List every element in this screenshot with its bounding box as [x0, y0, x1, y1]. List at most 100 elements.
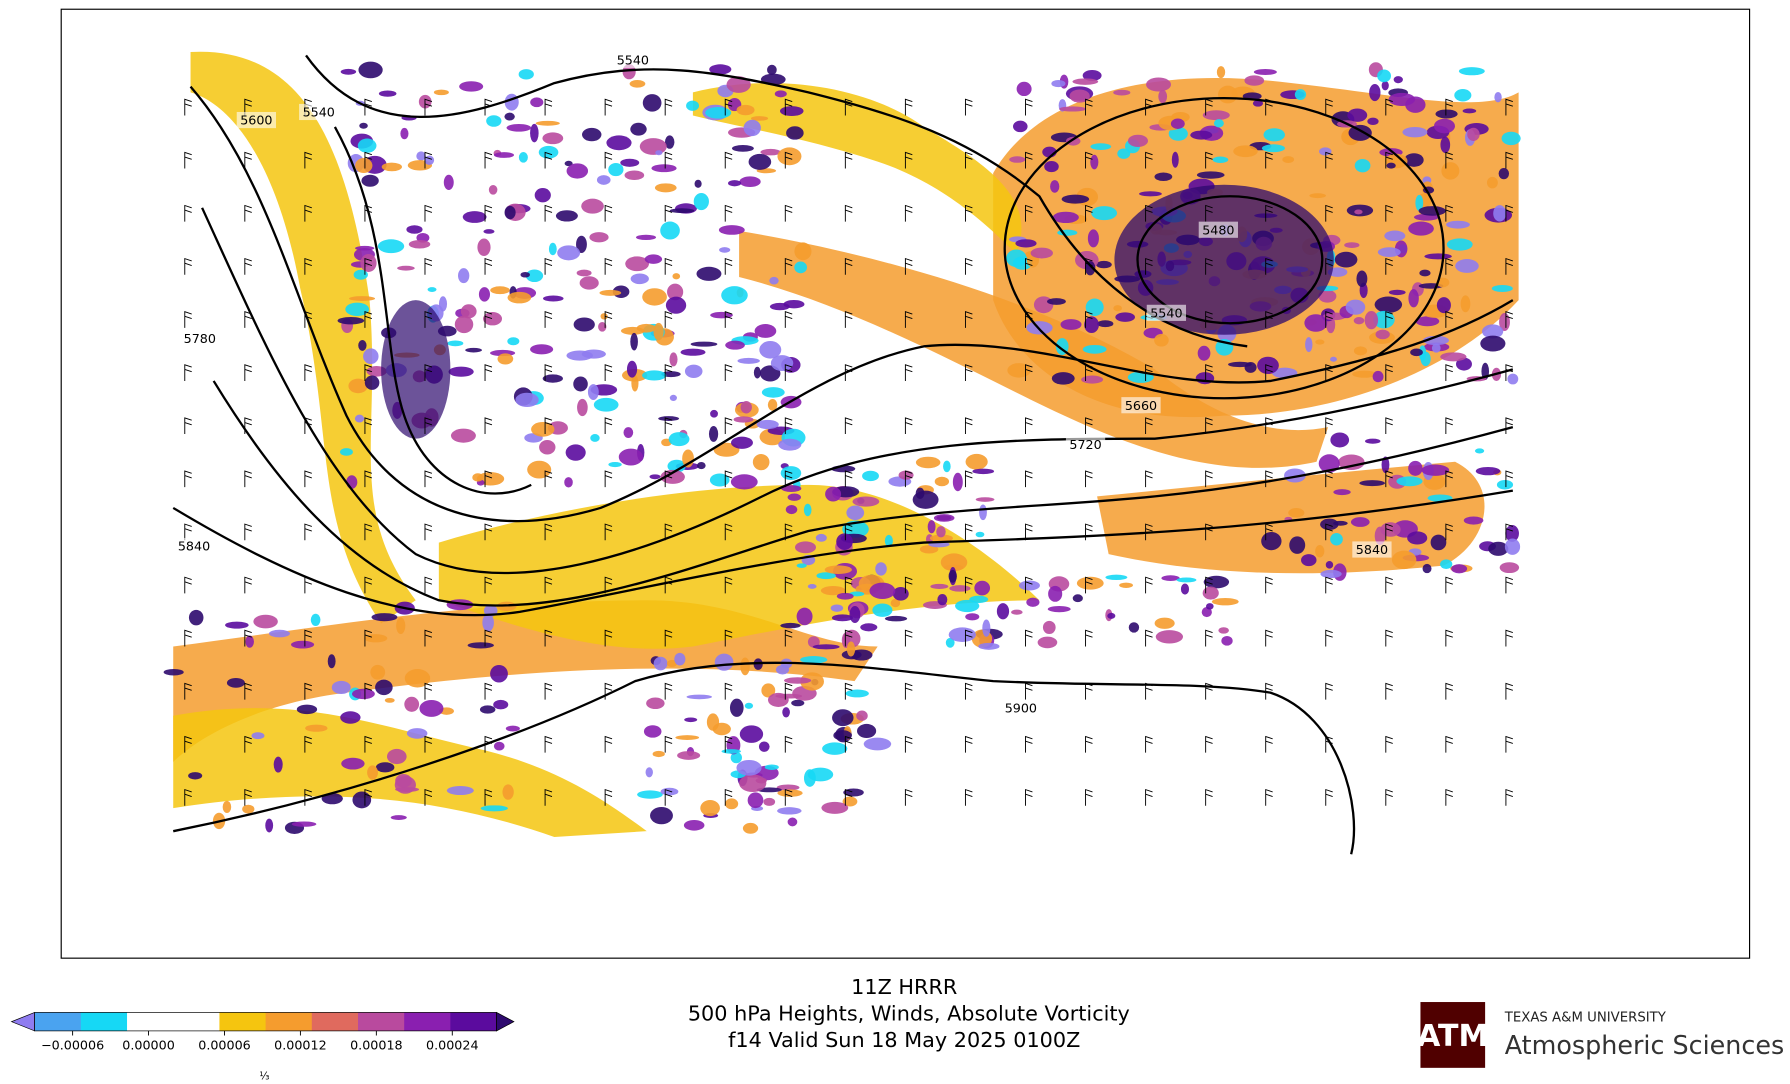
wind-barb — [1325, 523, 1333, 541]
field-blob — [242, 804, 255, 814]
field-blob — [700, 800, 720, 817]
field-blob — [384, 697, 395, 703]
colorbar-segment — [358, 1012, 405, 1031]
field-blob — [774, 90, 787, 98]
field-blob — [978, 642, 1000, 650]
field-blob — [427, 287, 437, 292]
field-blob — [919, 545, 939, 554]
field-blob — [1211, 597, 1239, 606]
field-blob — [714, 653, 734, 671]
field-blob — [664, 135, 675, 149]
field-blob — [824, 565, 852, 574]
wind-barb — [1205, 629, 1213, 647]
field-blob — [650, 806, 673, 825]
field-blob — [845, 689, 869, 698]
wind-barb — [1265, 682, 1273, 700]
field-blob — [761, 387, 785, 398]
wind-barb — [304, 682, 312, 700]
wind-barb — [1085, 151, 1093, 169]
field-blob — [719, 247, 731, 253]
wind-barb — [1025, 257, 1033, 275]
wind-barb — [964, 257, 973, 275]
field-blob — [842, 796, 858, 807]
wind-barb — [1085, 629, 1093, 647]
contour-label: 5780 — [184, 331, 216, 346]
wind-barb — [844, 311, 853, 328]
field-blob — [354, 414, 365, 423]
colorbar-segment — [173, 1012, 220, 1031]
field-blob — [713, 442, 740, 457]
field-blob — [265, 818, 274, 833]
field-blob — [577, 398, 588, 417]
field-blob — [291, 821, 317, 827]
colorbar-segment — [219, 1012, 267, 1031]
field-blob — [862, 470, 879, 482]
field-blob — [629, 80, 646, 88]
field-blob — [1404, 153, 1424, 167]
field-blob — [527, 460, 552, 479]
field-blob — [564, 160, 573, 167]
field-blob — [668, 432, 690, 447]
wind-barb — [724, 788, 733, 806]
wind-barb — [424, 470, 433, 488]
field-blob — [447, 340, 464, 347]
field-blob — [820, 585, 846, 596]
field-blob — [669, 208, 695, 214]
field-blob — [564, 477, 573, 488]
field-blob — [1381, 80, 1389, 91]
colorbar-extend-low — [10, 1011, 35, 1032]
wind-barb — [1325, 151, 1333, 169]
field-blob — [803, 769, 816, 787]
wind-barb — [1205, 576, 1213, 594]
field-blob — [1154, 333, 1169, 347]
wind-barb — [664, 735, 673, 753]
field-blob — [936, 526, 946, 538]
field-blob — [750, 116, 769, 121]
wind-barb — [964, 523, 973, 541]
wind-barb — [784, 204, 793, 222]
field-blob — [573, 317, 595, 332]
contour-label: 5540 — [303, 105, 335, 120]
field-blob — [643, 725, 662, 738]
field-blob — [1253, 69, 1277, 76]
field-blob — [1446, 238, 1473, 251]
wind-barb — [544, 311, 553, 328]
field-blob — [446, 786, 474, 796]
wind-barb — [1145, 576, 1153, 594]
wind-barb — [244, 735, 252, 753]
wind-barb — [1205, 735, 1213, 753]
field-blob — [665, 296, 687, 314]
wind-barb — [1385, 470, 1393, 488]
field-blob — [1463, 516, 1484, 525]
field-blob — [1202, 110, 1230, 121]
wind-barb — [784, 788, 793, 806]
contour-label-bg — [180, 330, 220, 347]
wind-barb — [904, 576, 913, 594]
colorbar-segment — [80, 1012, 128, 1031]
field-blob — [787, 817, 798, 827]
field-blob — [305, 724, 328, 732]
field-blob — [600, 313, 608, 320]
wind-barb — [544, 523, 553, 541]
field-blob — [739, 176, 761, 188]
field-blob — [337, 317, 365, 325]
wind-barb — [664, 151, 673, 169]
wind-barb — [1085, 576, 1093, 594]
field-blob — [1128, 622, 1140, 633]
field-blob — [419, 700, 444, 717]
wind-barb — [1325, 204, 1333, 222]
wind-barb — [244, 98, 252, 116]
field-blob — [397, 265, 415, 271]
wind-barb — [1445, 735, 1453, 753]
contour-label-bg — [299, 103, 339, 121]
field-blob — [1456, 357, 1472, 371]
field-blob — [748, 153, 772, 170]
field-blob — [863, 737, 892, 751]
wind-barb — [424, 311, 433, 328]
field-blob — [1154, 617, 1175, 629]
field-blob — [268, 629, 290, 638]
field-blob — [1381, 456, 1390, 474]
wind-barb — [1145, 470, 1153, 488]
field-blob — [660, 221, 680, 240]
